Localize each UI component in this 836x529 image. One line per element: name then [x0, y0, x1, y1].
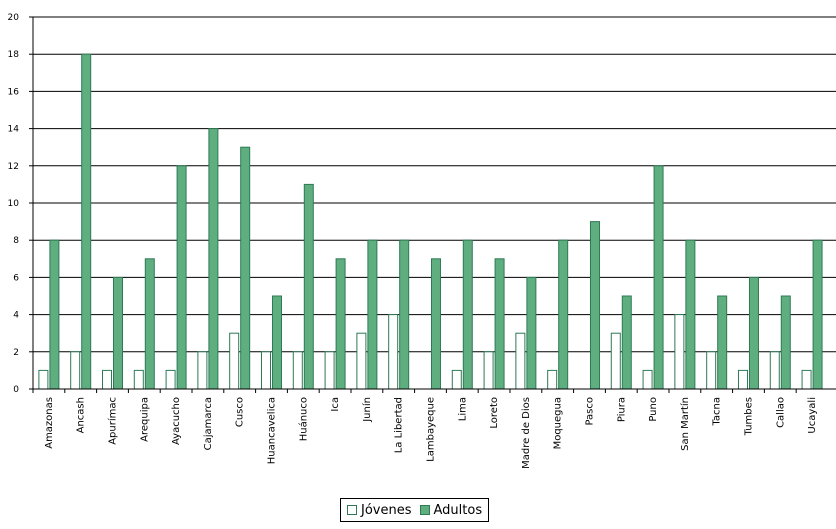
bar-adultos	[685, 239, 696, 390]
y-tick-label: 10	[8, 199, 20, 209]
y-tick-label: 6	[13, 273, 19, 283]
bar-jovenes	[324, 351, 335, 390]
bar-adultos	[49, 239, 60, 390]
x-tick-label: Moquegua	[553, 397, 564, 449]
bar-jovenes	[197, 351, 208, 390]
x-tick-label: Lambayeque	[425, 397, 436, 462]
x-tick-label: San Martín	[679, 397, 691, 451]
x-tick-label: Cajamarca	[203, 397, 214, 450]
bar-adultos	[748, 276, 759, 390]
bar-adultos	[780, 295, 791, 390]
x-tick-label: Puno	[648, 397, 659, 422]
x-tick-label: Ica	[330, 397, 341, 412]
bar-jovenes	[133, 369, 144, 390]
x-tick-label: Madre de Dios	[521, 397, 532, 469]
bar-adultos	[335, 258, 346, 390]
y-tick-label: 4	[13, 311, 19, 321]
y-tick-label: 14	[8, 125, 20, 135]
x-tick-label: Tumbes	[743, 397, 754, 436]
x-tick-label: La Libertad	[394, 397, 405, 453]
bar-adultos	[112, 276, 123, 390]
x-tick-label: Loreto	[489, 397, 500, 429]
bar-jovenes	[547, 369, 558, 390]
bar-jovenes	[515, 332, 526, 390]
bar-adultos	[462, 239, 473, 390]
legend-item-adultos: Adultos	[419, 502, 483, 518]
bar-jovenes	[801, 369, 812, 390]
x-tick-label: Huancavelica	[266, 397, 277, 464]
legend: Jóvenes Adultos	[340, 498, 490, 522]
bar-jovenes	[706, 351, 717, 390]
x-tick-label: Junín	[361, 397, 373, 423]
bar-jovenes	[229, 332, 240, 390]
x-tick-label: Ucayali	[807, 397, 818, 434]
x-tick-label: Amazonas	[44, 397, 55, 449]
bar-jovenes	[70, 351, 81, 390]
bar-adultos	[589, 221, 600, 390]
x-tick-label: Lima	[457, 397, 468, 421]
bar-adultos	[399, 239, 410, 390]
bar-jovenes	[260, 351, 271, 390]
bar-adultos	[430, 258, 441, 390]
legend-label-adultos: Adultos	[433, 502, 483, 518]
x-tick-label: Apurímac	[106, 397, 118, 445]
bar-jovenes	[38, 369, 49, 390]
y-tick-label: 12	[8, 162, 19, 172]
legend-item-jovenes: Jóvenes	[347, 503, 412, 518]
bar-jovenes	[642, 369, 653, 390]
x-tick-label: Huánuco	[297, 397, 309, 441]
bar-jovenes	[165, 369, 176, 390]
bar-adultos	[81, 53, 92, 390]
bar-adultos	[208, 128, 219, 390]
bar-adultos	[176, 165, 187, 390]
bar-adultos	[240, 146, 251, 390]
y-tick-label: 20	[8, 13, 20, 23]
x-tick-label: Tacna	[712, 397, 723, 427]
bar-adultos	[653, 165, 664, 390]
bar-adultos	[367, 239, 378, 390]
x-tick-label: Cusco	[235, 397, 246, 427]
bar-adultos	[144, 258, 155, 390]
x-tick-label: Pasco	[584, 397, 595, 426]
bar-adultos	[271, 295, 282, 390]
legend-swatch-jovenes	[347, 505, 357, 515]
bar-jovenes	[356, 332, 367, 390]
bar-adultos	[526, 276, 537, 390]
y-tick-label: 8	[13, 236, 19, 246]
y-tick-label: 0	[13, 385, 19, 395]
x-tick-label: Piura	[616, 397, 627, 422]
legend-label-jovenes: Jóvenes	[361, 502, 412, 518]
y-tick-label: 16	[8, 87, 20, 97]
bar-jovenes	[610, 332, 621, 390]
bar-jovenes	[292, 351, 303, 390]
x-tick-label: Arequipa	[139, 397, 150, 442]
x-tick-label: Callao	[775, 397, 786, 428]
bar-adultos	[303, 183, 314, 390]
bar-jovenes	[737, 369, 748, 390]
y-tick-label: 18	[8, 50, 20, 60]
bar-jovenes	[388, 314, 399, 390]
legend-swatch-adultos	[419, 505, 430, 515]
bar-adultos	[558, 239, 569, 390]
bar-adultos	[494, 258, 505, 390]
bar-jovenes	[674, 314, 685, 390]
bar-adultos	[717, 295, 728, 390]
x-tick-label: Ancash	[76, 397, 87, 433]
bar-adultos	[812, 239, 823, 390]
y-tick-label: 2	[13, 348, 19, 358]
x-tick-label: Ayacucho	[171, 397, 182, 445]
bar-jovenes	[769, 351, 780, 390]
bar-jovenes	[451, 369, 462, 390]
bar-jovenes	[483, 351, 494, 390]
bar-adultos	[621, 295, 632, 390]
bar-jovenes	[101, 369, 112, 390]
